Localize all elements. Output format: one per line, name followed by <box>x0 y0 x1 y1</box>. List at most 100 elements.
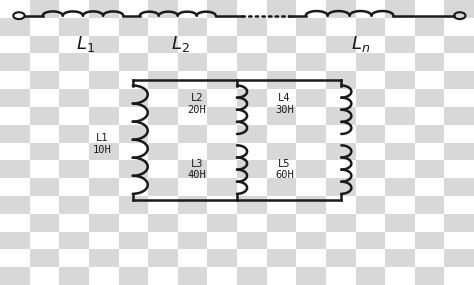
Bar <box>0 267 30 285</box>
Bar <box>178 267 207 285</box>
Bar <box>415 178 444 196</box>
Bar <box>0 249 30 267</box>
Bar <box>207 89 237 107</box>
Bar <box>148 142 178 160</box>
Bar <box>296 107 326 125</box>
Bar <box>207 196 237 214</box>
Bar <box>415 18 444 36</box>
Bar <box>385 125 415 142</box>
Bar <box>385 71 415 89</box>
Bar <box>444 178 474 196</box>
Bar <box>89 18 118 36</box>
Bar <box>178 160 207 178</box>
Bar <box>444 214 474 231</box>
Bar <box>385 231 415 249</box>
Bar <box>356 89 385 107</box>
Bar <box>0 214 30 231</box>
Bar <box>0 36 30 54</box>
Bar <box>266 178 296 196</box>
Bar <box>118 54 148 71</box>
Bar <box>89 231 118 249</box>
Bar <box>59 125 89 142</box>
Bar <box>415 0 444 18</box>
Bar <box>178 71 207 89</box>
Bar <box>237 54 266 71</box>
Bar <box>356 249 385 267</box>
Bar <box>444 107 474 125</box>
Bar <box>266 231 296 249</box>
Bar <box>444 18 474 36</box>
Text: $L_n$: $L_n$ <box>351 34 370 54</box>
Bar <box>296 71 326 89</box>
Bar <box>118 214 148 231</box>
Bar <box>178 18 207 36</box>
Bar <box>296 249 326 267</box>
Bar <box>30 267 59 285</box>
Bar <box>356 107 385 125</box>
Bar <box>0 231 30 249</box>
Bar <box>385 196 415 214</box>
Bar <box>326 89 356 107</box>
Bar <box>207 231 237 249</box>
Bar <box>356 214 385 231</box>
Bar <box>296 160 326 178</box>
Bar <box>356 196 385 214</box>
Bar <box>30 196 59 214</box>
Bar <box>444 196 474 214</box>
Bar <box>59 231 89 249</box>
Bar <box>0 0 30 18</box>
Bar <box>178 36 207 54</box>
Bar <box>296 142 326 160</box>
Text: L3
40H: L3 40H <box>187 159 206 180</box>
Bar <box>89 267 118 285</box>
Bar <box>118 89 148 107</box>
Bar <box>30 107 59 125</box>
Bar <box>118 178 148 196</box>
Bar <box>148 160 178 178</box>
Bar <box>237 18 266 36</box>
Bar <box>385 160 415 178</box>
Bar <box>148 89 178 107</box>
Bar <box>207 214 237 231</box>
Bar <box>0 54 30 71</box>
Bar <box>0 125 30 142</box>
Bar <box>326 249 356 267</box>
Bar <box>356 231 385 249</box>
Bar <box>59 214 89 231</box>
Bar <box>59 18 89 36</box>
Bar <box>266 142 296 160</box>
Bar <box>296 0 326 18</box>
Bar <box>237 214 266 231</box>
Bar <box>237 107 266 125</box>
Bar <box>30 54 59 71</box>
Text: $L_1$: $L_1$ <box>76 34 95 54</box>
Bar <box>89 142 118 160</box>
Bar <box>0 71 30 89</box>
Bar <box>207 107 237 125</box>
Bar <box>30 214 59 231</box>
Bar <box>30 71 59 89</box>
Bar <box>415 267 444 285</box>
Bar <box>118 36 148 54</box>
Bar <box>237 249 266 267</box>
Bar <box>178 214 207 231</box>
Bar <box>296 267 326 285</box>
Bar <box>237 231 266 249</box>
Bar <box>266 249 296 267</box>
Bar <box>30 231 59 249</box>
Bar <box>118 142 148 160</box>
Bar <box>178 54 207 71</box>
Bar <box>385 0 415 18</box>
Bar <box>415 89 444 107</box>
Bar <box>326 18 356 36</box>
Bar <box>148 214 178 231</box>
Bar <box>296 36 326 54</box>
Bar <box>148 178 178 196</box>
Bar <box>385 54 415 71</box>
Bar <box>266 107 296 125</box>
Bar <box>296 231 326 249</box>
Bar <box>385 36 415 54</box>
Bar <box>326 125 356 142</box>
Bar <box>118 231 148 249</box>
Bar <box>444 160 474 178</box>
